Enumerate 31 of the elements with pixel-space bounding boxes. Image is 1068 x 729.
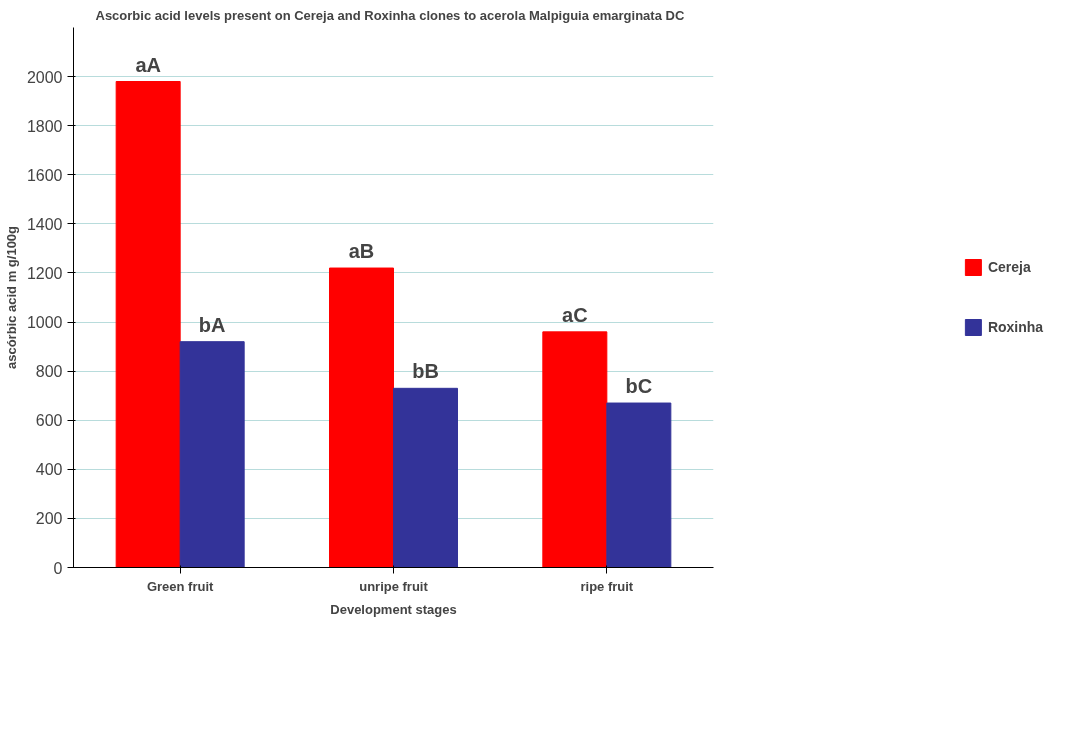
x-tick-label: unripe fruit — [359, 578, 429, 594]
bar — [542, 331, 608, 568]
y-tick-label: 400 — [35, 461, 63, 479]
y-tick-label: 1600 — [26, 166, 63, 184]
x-axis-title: Development stages — [330, 601, 457, 617]
y-tick-label: 0 — [53, 559, 63, 577]
y-tick-label: 1200 — [26, 264, 63, 282]
y-tick-label: 200 — [35, 510, 63, 528]
y-axis-title: ascórbic acid m g/100g — [3, 225, 19, 370]
y-tick-label: 800 — [35, 363, 63, 381]
chart-title: Ascorbic acid levels present on Cereja and Roxinha clones to acerola Malpiguia emarginata DC — [95, 7, 685, 23]
y-tick-label: 600 — [35, 412, 63, 430]
annotation: bA — [198, 313, 226, 336]
annotation: aB — [348, 240, 375, 263]
bar — [179, 341, 245, 568]
annotation: aC — [562, 303, 588, 326]
y-tick-label: 1400 — [26, 215, 63, 233]
legend-label: Cereja — [987, 259, 1031, 275]
y-tick-label: 1800 — [26, 117, 63, 135]
annotation: bB — [412, 360, 439, 383]
bar — [393, 387, 458, 568]
x-tick-label: Green fruit — [146, 578, 215, 594]
bar — [606, 402, 672, 568]
bar — [115, 81, 181, 568]
legend-label: Roxinha — [987, 319, 1044, 335]
y-tick-label: 2000 — [26, 68, 63, 86]
bar — [329, 267, 394, 568]
annotation: aA — [135, 53, 161, 76]
y-tick-label: 1000 — [26, 314, 63, 332]
annotation: bC — [625, 375, 653, 398]
x-tick-label: ripe fruit — [580, 578, 634, 594]
